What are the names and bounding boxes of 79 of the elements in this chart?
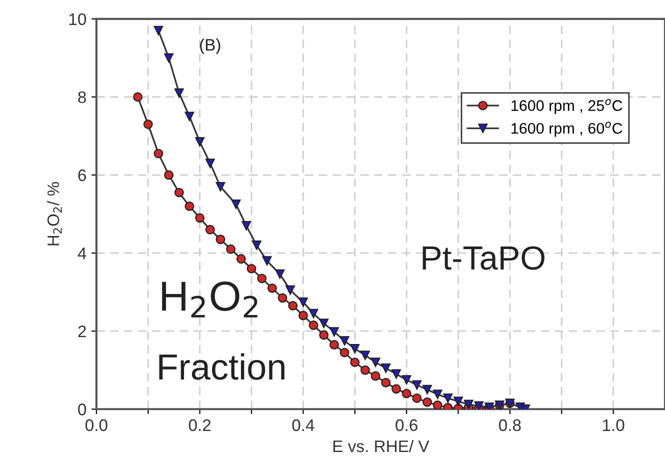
point (308, 308, 318, 318)
point (329, 327, 339, 337)
point (443, 393, 453, 403)
point (242, 221, 252, 230)
point (422, 384, 432, 394)
annotation: Fraction (159, 353, 284, 380)
point (308, 320, 318, 330)
point (275, 269, 285, 279)
point (154, 148, 164, 158)
point (319, 318, 329, 328)
point (370, 358, 380, 368)
point (340, 348, 350, 358)
point (422, 397, 432, 407)
point (205, 224, 215, 234)
point (174, 188, 184, 198)
point (350, 358, 360, 368)
point (246, 264, 256, 274)
y-tick-label: 6 (78, 169, 86, 182)
point (154, 26, 164, 36)
point (216, 182, 226, 192)
point (267, 283, 277, 293)
point (195, 213, 205, 223)
point (360, 365, 370, 375)
point (392, 384, 401, 394)
point (350, 344, 360, 354)
point (412, 393, 422, 403)
point (432, 400, 442, 410)
point (360, 350, 370, 360)
annotation: Pt-TaPO (422, 246, 544, 270)
x-tick-label: 0.2 (188, 419, 211, 432)
point (262, 256, 272, 266)
point (252, 240, 262, 250)
point (329, 340, 339, 350)
point (381, 363, 391, 373)
point (319, 330, 329, 340)
annotation: (B) (200, 38, 220, 54)
annotation: H$_{2}$O$_{2}$ (162, 281, 258, 318)
y-tick-label: 2 (78, 326, 86, 338)
point (133, 92, 142, 102)
point (381, 378, 391, 388)
legend-label: 1600 rpm , 60$^{o}$C (512, 122, 622, 137)
point (226, 244, 236, 254)
point (340, 336, 350, 346)
point (236, 254, 246, 264)
point (257, 274, 267, 284)
y-tick-label: 10 (69, 13, 86, 26)
point (298, 310, 308, 320)
point (216, 234, 226, 244)
x-tick-label: 0.4 (292, 419, 314, 432)
point (402, 375, 412, 385)
point (278, 293, 288, 303)
point (164, 53, 174, 63)
point (231, 200, 241, 209)
point (432, 390, 442, 400)
point (143, 120, 153, 129)
point (195, 137, 205, 147)
point (370, 371, 380, 381)
point (402, 388, 412, 398)
x-tick-label: 0.8 (499, 419, 521, 432)
point (286, 285, 295, 295)
x-tick-label: 1.0 (603, 419, 624, 432)
point (184, 202, 194, 211)
point (164, 170, 174, 180)
point (184, 112, 194, 122)
x-axis-title: E vs. RHE/ V (333, 440, 430, 452)
point (454, 396, 463, 406)
point (298, 298, 308, 307)
point (392, 369, 401, 379)
y-axis-title: H$_{2}$O$_{2}$/ % (46, 182, 62, 246)
point (288, 301, 298, 310)
point (412, 380, 422, 390)
point (205, 158, 215, 168)
x-tick-label: 0.0 (85, 419, 108, 432)
y-tick-label: 8 (78, 91, 86, 104)
x-tick-label: 0.6 (396, 419, 418, 432)
y-tick-label: 4 (78, 248, 86, 260)
point (174, 88, 184, 98)
legend-label: 1600 rpm , 25$^{o}$C (512, 99, 622, 114)
y-tick-label: 0 (78, 404, 86, 416)
